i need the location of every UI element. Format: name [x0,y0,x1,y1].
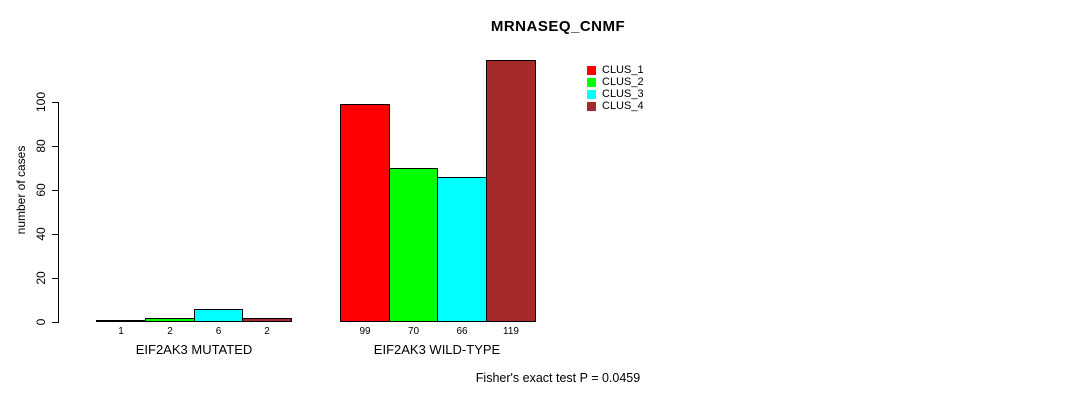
legend-label-clus_3: CLUS_3 [602,88,644,100]
legend-label-clus_4: CLUS_4 [602,100,644,112]
group-label-1: EIF2AK3 MUTATED [135,342,253,357]
legend-swatch-clus_1 [587,66,596,75]
bar-value-label: 119 [503,326,519,337]
bar-value-label: 1 [118,326,124,337]
y-axis-tick-label: 0 [34,318,48,326]
pvalue-annotation: Fisher's exact test P = 0.0459 [475,371,641,385]
bar-value-label: 70 [407,326,420,337]
bar-clus_2-group2 [389,168,438,322]
bar-value-label: 99 [359,326,371,337]
legend-label-clus_1: CLUS_1 [602,64,644,76]
y-axis-label: number of cases [14,145,28,235]
bar-clus_4-group2 [486,60,536,322]
bar-value-label: 2 [167,326,173,337]
y-axis-tick [52,234,58,235]
y-axis-tick-label: 20 [34,271,48,285]
bar-clus_1-group2 [340,104,390,322]
legend-swatch-clus_3 [587,90,596,99]
bar-value-label: 6 [215,326,222,337]
bar-clus_3-group1 [194,309,243,322]
legend-swatch-clus_2 [587,78,596,87]
bar-clus_4-group1 [242,318,292,322]
y-axis-tick [52,278,58,279]
y-axis-tick-label: 80 [34,139,48,153]
y-axis-tick [52,146,58,147]
y-axis-tick-label: 100 [34,91,48,113]
y-axis-tick [52,102,58,103]
bar-clus_2-group1 [145,318,195,322]
bar-clus_1-group1 [96,320,146,322]
y-axis-tick-label: 40 [34,227,48,241]
group-label-2: EIF2AK3 WILD-TYPE [373,342,501,357]
legend-label-clus_2: CLUS_2 [602,76,644,88]
bar-value-label: 66 [456,326,468,337]
y-axis-tick [52,190,58,191]
legend-swatch-clus_4 [587,102,596,111]
y-axis-line [58,102,59,323]
y-axis-tick [52,322,58,323]
bar-clus_3-group2 [437,177,487,322]
y-axis-tick-label: 60 [34,183,48,197]
chart-title: MRNASEQ_CNMF [490,18,626,35]
bar-value-label: 2 [264,326,270,337]
